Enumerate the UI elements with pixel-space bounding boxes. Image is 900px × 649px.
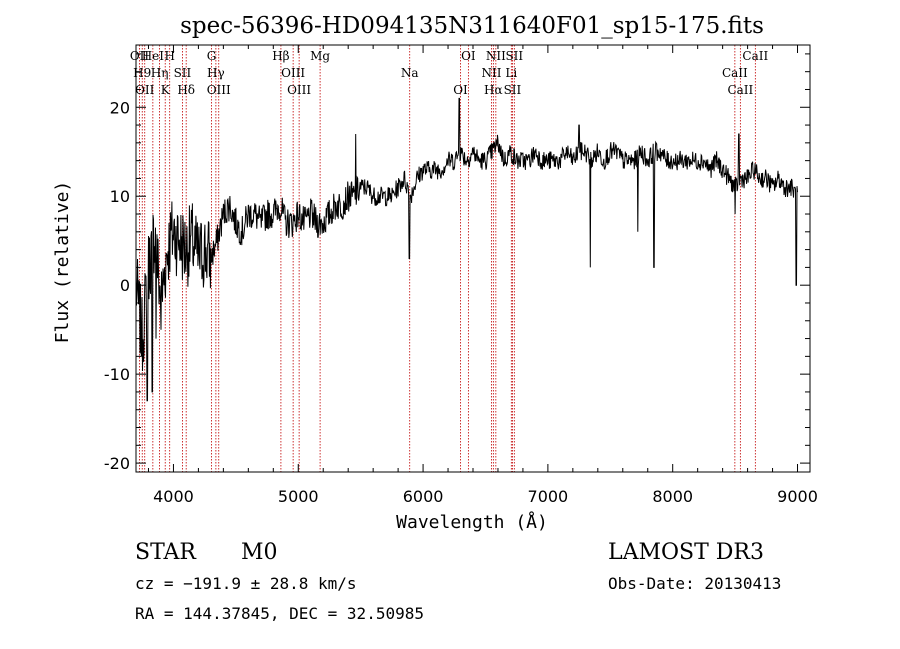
line-marker-label: SII [504, 83, 522, 97]
line-marker-label: CaII [742, 49, 768, 63]
line-marker-label: G [207, 49, 217, 63]
line-marker-label: NII [481, 66, 501, 80]
line-marker-label: OIII [281, 66, 305, 80]
plot-frame [135, 44, 811, 473]
x-tick-label: 6000 [403, 487, 444, 506]
emission-line-markers [139, 45, 756, 472]
line-marker-label: SII [505, 49, 523, 63]
y-tick-label: 20 [110, 98, 130, 117]
y-tick-label: -10 [104, 365, 130, 384]
y-tick-label: 0 [120, 276, 130, 295]
x-tick-label: 7000 [528, 487, 569, 506]
line-marker-label: Hη [151, 66, 169, 80]
line-marker-label: CaII [727, 83, 753, 97]
line-marker-label: OII [130, 49, 150, 63]
coordinates: RA = 144.37845, DEC = 32.50985 [135, 604, 424, 623]
line-marker-label: H [164, 49, 174, 63]
y-tick-label: 10 [110, 187, 130, 206]
line-marker-label: NII [486, 49, 506, 63]
x-tick-label: 4000 [153, 487, 194, 506]
y-tick-label: -20 [104, 454, 130, 473]
x-tick-label: 8000 [652, 487, 693, 506]
line-marker-label: OIII [207, 83, 231, 97]
y-axis-label: Flux (relative) [52, 181, 73, 344]
x-axis-ticks: 4000 5000 6000 7000 8000 9000 [147, 45, 818, 506]
line-marker-label: Li [505, 66, 517, 80]
line-marker-label: CaII [722, 66, 748, 80]
line-marker-label: OIII [287, 83, 311, 97]
object-class: STAR [135, 540, 196, 565]
line-labels: OIIH9OIIHeIHηKHSIIHδGHγOIIIHβOIIIOIIIMgN… [130, 49, 769, 97]
spectrum-line [135, 97, 798, 402]
observation-date: Obs-Date: 20130413 [608, 574, 782, 593]
line-marker-label: Hβ [272, 49, 289, 63]
y-axis-ticks: -20 -10 0 10 20 [104, 53, 810, 473]
x-axis-label: Wavelength (Å) [396, 511, 548, 533]
line-marker-label: K [161, 83, 171, 97]
x-tick-label: 5000 [278, 487, 319, 506]
line-marker-label: Na [401, 66, 419, 80]
line-marker-label: OI [453, 83, 468, 97]
line-marker-label: H9 [133, 66, 151, 80]
redshift-velocity: cz = −191.9 ± 28.8 km/s [135, 574, 357, 593]
chart-title: spec-56396-HD094135N311640F01_sp15-175.f… [180, 13, 764, 39]
line-marker-label: Hγ [207, 66, 225, 80]
line-marker-label: SII [174, 66, 192, 80]
line-marker-label: Hδ [177, 83, 195, 97]
line-marker-label: Hα [484, 83, 503, 97]
line-marker-label: OII [135, 83, 155, 97]
line-marker-label: OI [461, 49, 476, 63]
survey-name: LAMOST DR3 [608, 540, 764, 565]
x-tick-label: 9000 [777, 487, 818, 506]
object-subclass: M0 [241, 540, 278, 565]
line-marker-label: Mg [310, 49, 330, 63]
line-marker-label: HeI [142, 49, 165, 63]
